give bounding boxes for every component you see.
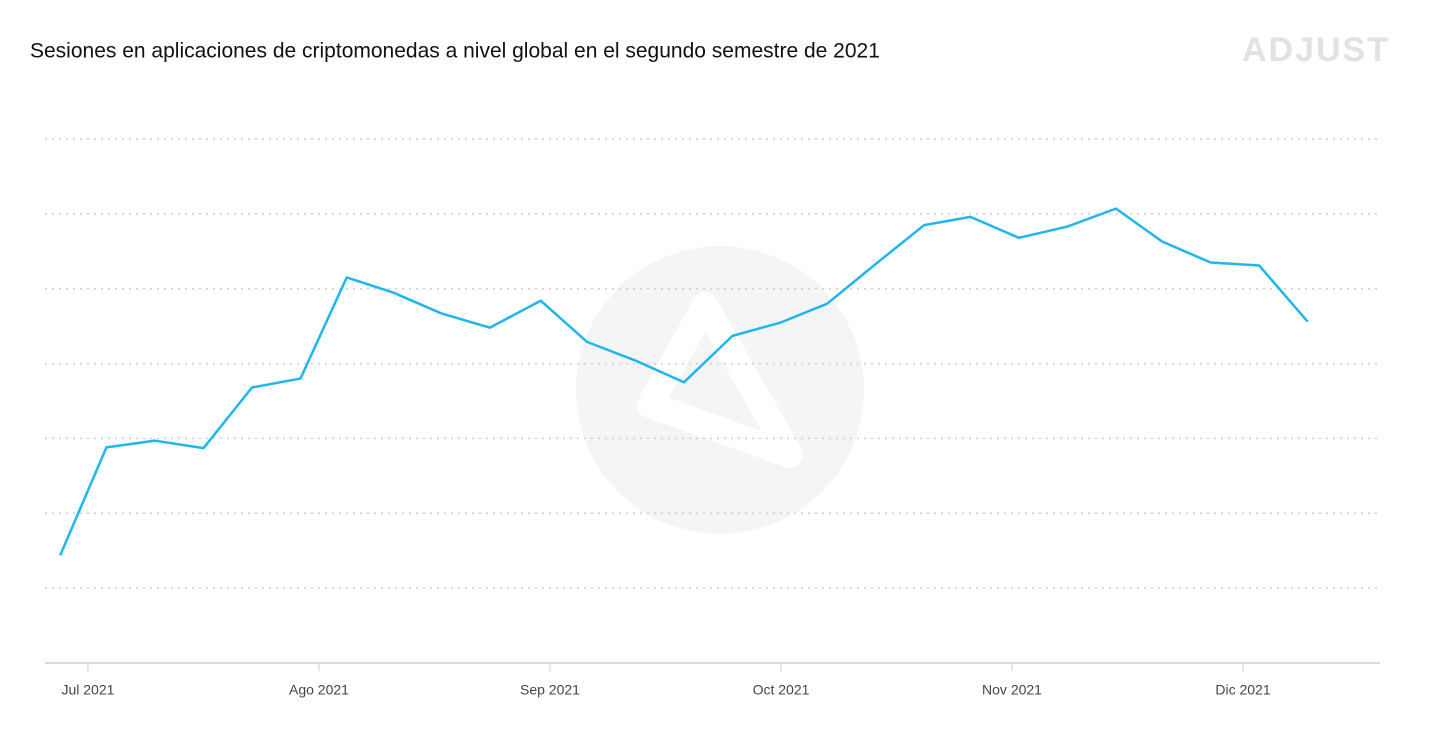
x-tick-label: Dic 2021: [1215, 682, 1270, 698]
x-tick-label: Nov 2021: [982, 682, 1042, 698]
data-line: [59, 207, 1309, 556]
x-tick-label: Sep 2021: [520, 682, 580, 698]
chart-title: Sesiones en aplicaciones de criptomoneda…: [30, 40, 880, 63]
brand-logo: ADJUST: [1242, 31, 1390, 69]
x-tick-label: Ago 2021: [289, 682, 349, 698]
x-tick-label: Jul 2021: [61, 682, 114, 698]
x-tick-label: Oct 2021: [753, 682, 810, 698]
